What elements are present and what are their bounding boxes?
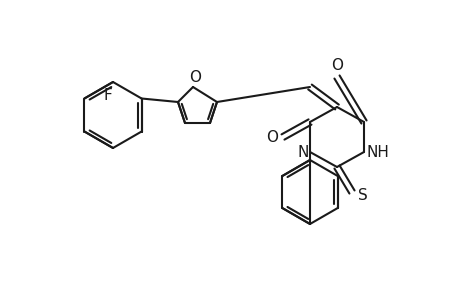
Text: O: O <box>330 58 342 73</box>
Text: NH: NH <box>366 145 389 160</box>
Text: O: O <box>189 70 201 85</box>
Text: F: F <box>103 88 112 103</box>
Text: O: O <box>265 130 277 145</box>
Text: N: N <box>297 145 308 160</box>
Text: S: S <box>358 188 367 203</box>
